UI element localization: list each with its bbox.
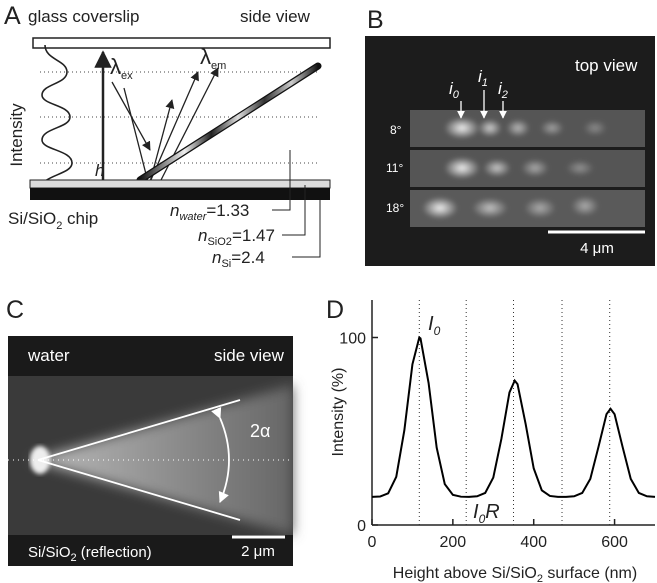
symbol: λ — [110, 54, 121, 79]
spot-arrows — [457, 90, 507, 119]
scale-label: 2 μm — [241, 543, 275, 560]
n-water: nwater=1.33 — [170, 201, 249, 223]
height-label: h — [95, 161, 104, 180]
view-label: side view — [214, 346, 285, 365]
view-label: top view — [575, 56, 638, 75]
subscript: water — [179, 211, 207, 223]
scale-label: 4 μm — [580, 240, 614, 257]
angle-label: 8° — [390, 123, 402, 137]
annotation: I0 — [428, 313, 441, 338]
coverslip-label: glass coverslip — [28, 7, 140, 26]
medium-label: water — [27, 346, 70, 365]
panel-label: B — [367, 6, 384, 34]
text: R — [485, 501, 499, 523]
intensity-maxima — [40, 71, 320, 164]
symbol: n — [170, 201, 179, 220]
subscript: ex — [121, 70, 133, 82]
subscript: 2 — [56, 220, 62, 232]
angle-label: 18° — [386, 201, 404, 215]
subscript: 1 — [482, 77, 488, 89]
chip-label: Si/SiO2 chip — [8, 209, 98, 232]
symbol: i — [449, 79, 454, 98]
angle-label: 11° — [386, 161, 403, 175]
text: surface (nm) — [543, 565, 637, 582]
strips — [410, 110, 645, 227]
panel-label: C — [6, 296, 24, 324]
panel-b: B top view i0 i1 i2 8° 11° 18° 4 μm — [365, 6, 655, 266]
angle-lines — [37, 399, 241, 521]
subscript: 0 — [479, 512, 486, 526]
symbol: I — [473, 501, 479, 523]
view-label: side view — [240, 7, 311, 26]
symbol: n — [198, 226, 207, 245]
text: Si/SiO — [28, 544, 71, 561]
subscript: 0 — [453, 89, 460, 101]
symbol: n — [212, 248, 221, 267]
value: =1.47 — [232, 226, 275, 245]
lambda-ex: λex — [110, 54, 133, 82]
value: =2.4 — [231, 248, 265, 267]
y-axis-label: Intensity (%) — [330, 368, 347, 457]
panel-label: D — [326, 296, 344, 324]
text: (reflection) — [77, 544, 152, 561]
water-band — [8, 336, 293, 376]
si-layer — [30, 188, 330, 200]
panel-a: A glass coverslip side view Intensity h … — [4, 2, 331, 270]
symbol: i — [478, 67, 483, 86]
substrate-band — [8, 535, 293, 566]
x-tick-label: 200 — [440, 534, 467, 551]
angle-label: 2α — [250, 421, 270, 441]
n-si: nSi=2.4 — [212, 248, 265, 270]
x-tick-label: 600 — [601, 534, 628, 551]
value: =1.33 — [206, 201, 249, 220]
intensity-label: Intensity — [7, 103, 26, 167]
panel-c: C water side view 2α 2 μm Si/SiO2 (refle… — [6, 296, 293, 566]
text: chip — [62, 209, 98, 228]
substrate-label: Si/SiO2 (reflection) — [28, 544, 152, 564]
symbol: i — [498, 79, 503, 98]
n-sio2: nSiO2=1.47 — [198, 226, 275, 248]
subscript: em — [211, 60, 226, 72]
line-series — [371, 335, 656, 498]
text: Si/SiO — [8, 209, 56, 228]
y-tick-label: 100 — [339, 331, 366, 348]
subscript: 0 — [434, 324, 441, 338]
y-tick-label: 0 — [357, 518, 366, 535]
subscript: 2 — [501, 89, 508, 101]
x-axis-label: Height above Si/SiO2 surface (nm) — [393, 565, 637, 583]
coverslip — [32, 37, 331, 49]
annotation: I0R — [473, 501, 500, 526]
intensity-profile — [39, 44, 73, 191]
subscript: 2 — [537, 573, 543, 583]
rod — [137, 63, 321, 183]
subscript: 2 — [71, 552, 77, 564]
x-tick-label: 0 — [368, 534, 377, 551]
x-tick-label: 400 — [520, 534, 547, 551]
text: Height above Si/SiO — [393, 565, 537, 582]
subscript: Si — [221, 258, 231, 270]
panel-label: A — [4, 2, 21, 30]
symbol: I — [428, 313, 434, 335]
spot-label: i0 — [449, 79, 460, 101]
symbol: λ — [200, 44, 211, 69]
spot-label: i2 — [498, 79, 508, 101]
panel-d: D Intensity (%) Height above Si/SiO2 sur… — [326, 296, 656, 583]
sio2-layer — [29, 179, 331, 189]
subscript: SiO2 — [207, 236, 231, 248]
spot-label: i1 — [478, 67, 488, 89]
leaders — [272, 150, 321, 258]
